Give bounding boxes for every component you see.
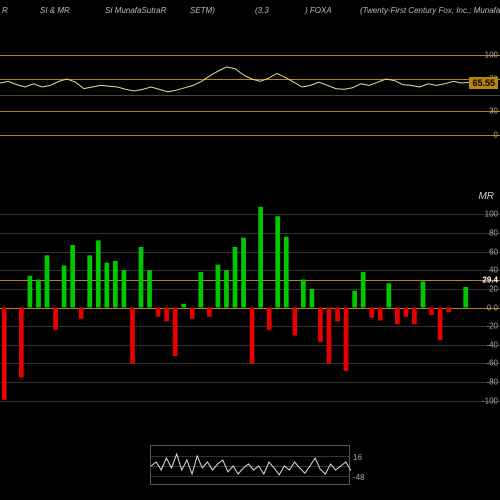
header-text: (3,3 xyxy=(255,6,269,15)
header-text: R xyxy=(2,6,8,15)
thumb-label: 16 xyxy=(353,453,362,462)
header-text: (Twenty-First Century Fox, Inc.; Munafa.… xyxy=(360,6,500,15)
value-badge: 65.55 xyxy=(469,77,498,89)
mr-bars xyxy=(0,205,500,410)
header-text: ) FOXA xyxy=(305,6,332,15)
header-bar: R SI & MR SI MunafaSutraR SETM) (3,3 ) FOXA (T… xyxy=(0,0,500,20)
thumb-label: -48 xyxy=(353,473,365,482)
header-text: SI & MR xyxy=(40,6,70,15)
rsi-line xyxy=(0,55,500,135)
mr-panel: 100806040200 0-20-40-60-80-10029.4 xyxy=(0,205,500,410)
thumbnail-chart: 16-48 xyxy=(150,445,350,485)
header-text: SI MunafaSutraR xyxy=(105,6,166,15)
grid-line xyxy=(0,135,500,136)
thumb-line xyxy=(151,446,351,486)
mr-label: MR xyxy=(478,191,494,202)
rsi-panel: 1007030065.55 xyxy=(0,55,500,135)
header-text: SETM) xyxy=(190,6,215,15)
